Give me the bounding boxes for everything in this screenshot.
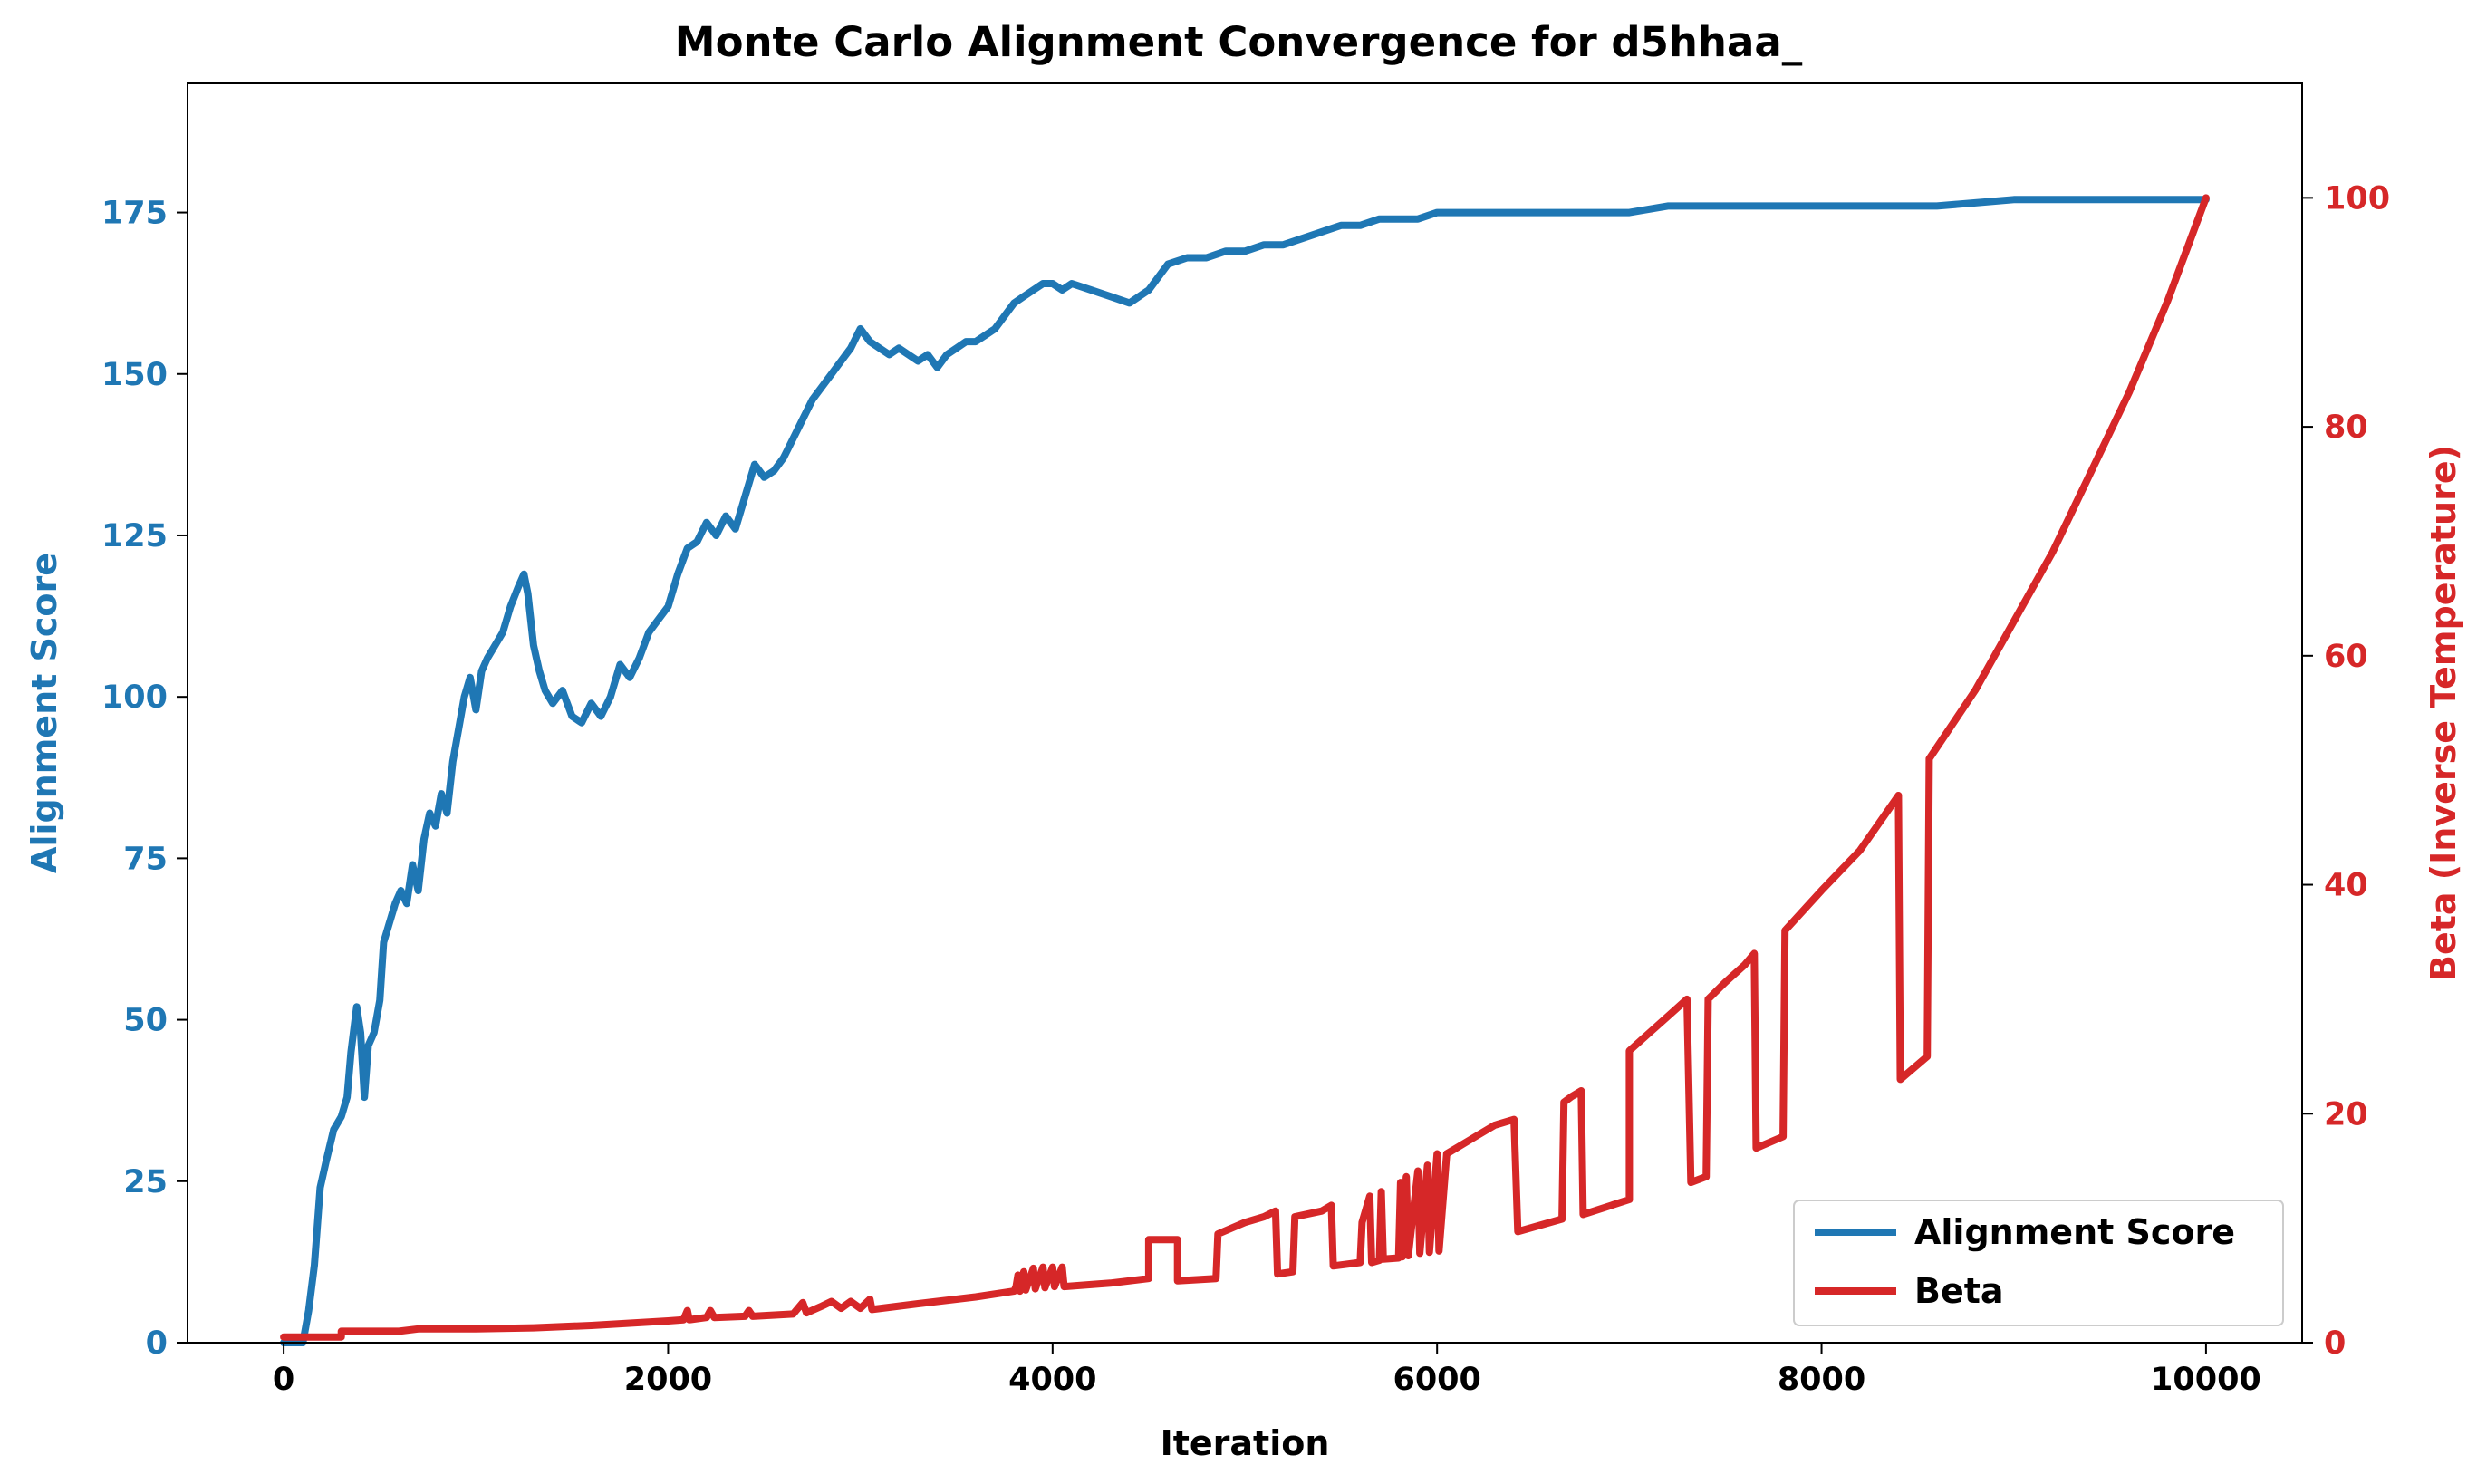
x-axis-label: Iteration	[1161, 1423, 1330, 1463]
left-y-tick-label: 100	[101, 679, 168, 716]
x-tick-label: 10000	[2151, 1362, 2261, 1398]
plot-frame	[187, 82, 2303, 1344]
x-tick-label: 0	[273, 1362, 294, 1398]
right-y-tick-label: 20	[2324, 1096, 2368, 1132]
series-line-beta	[280, 194, 2210, 1341]
right-y-tick-label: 80	[2324, 410, 2368, 446]
x-tick-label: 4000	[1008, 1362, 1096, 1398]
right-y-tick-label: 40	[2324, 868, 2368, 904]
left-y-tick-label: 175	[101, 196, 168, 232]
x-tick-label: 6000	[1393, 1362, 1480, 1398]
right-y-axis-label: Beta (Inverse Temperature)	[2424, 445, 2463, 981]
right-y-tick-label: 100	[2324, 180, 2390, 217]
left-y-axis-label: Alignment Score	[24, 553, 64, 873]
left-y-tick-label: 50	[123, 1003, 168, 1039]
x-tick-label: 8000	[1778, 1362, 1865, 1398]
plot-area	[280, 194, 2210, 1346]
right-y-axis: 0 20 40 60 80 100	[2302, 180, 2390, 1362]
right-y-tick-label: 60	[2324, 639, 2368, 675]
left-y-tick-label: 75	[123, 841, 168, 877]
left-y-tick-label: 150	[101, 357, 168, 393]
left-y-tick-label: 25	[123, 1164, 168, 1200]
chart-title: Monte Carlo Alignment Convergence for d5…	[675, 18, 1803, 66]
x-tick-label: 2000	[624, 1362, 712, 1398]
series-line-alignment-score	[280, 196, 2210, 1346]
right-y-tick-label: 0	[2324, 1325, 2346, 1362]
left-y-tick-label: 0	[146, 1325, 168, 1362]
left-y-axis: 0 25 50 75 100 125 150 175	[101, 196, 188, 1362]
legend: Alignment Score Beta	[1793, 1200, 2284, 1326]
x-axis: 0 2000 4000 6000 8000 10000	[273, 1343, 2261, 1398]
legend-label-beta: Beta	[1914, 1271, 2004, 1311]
left-y-tick-label: 125	[101, 518, 168, 554]
legend-box	[1793, 1200, 2284, 1326]
legend-label-alignment-score: Alignment Score	[1914, 1212, 2235, 1252]
